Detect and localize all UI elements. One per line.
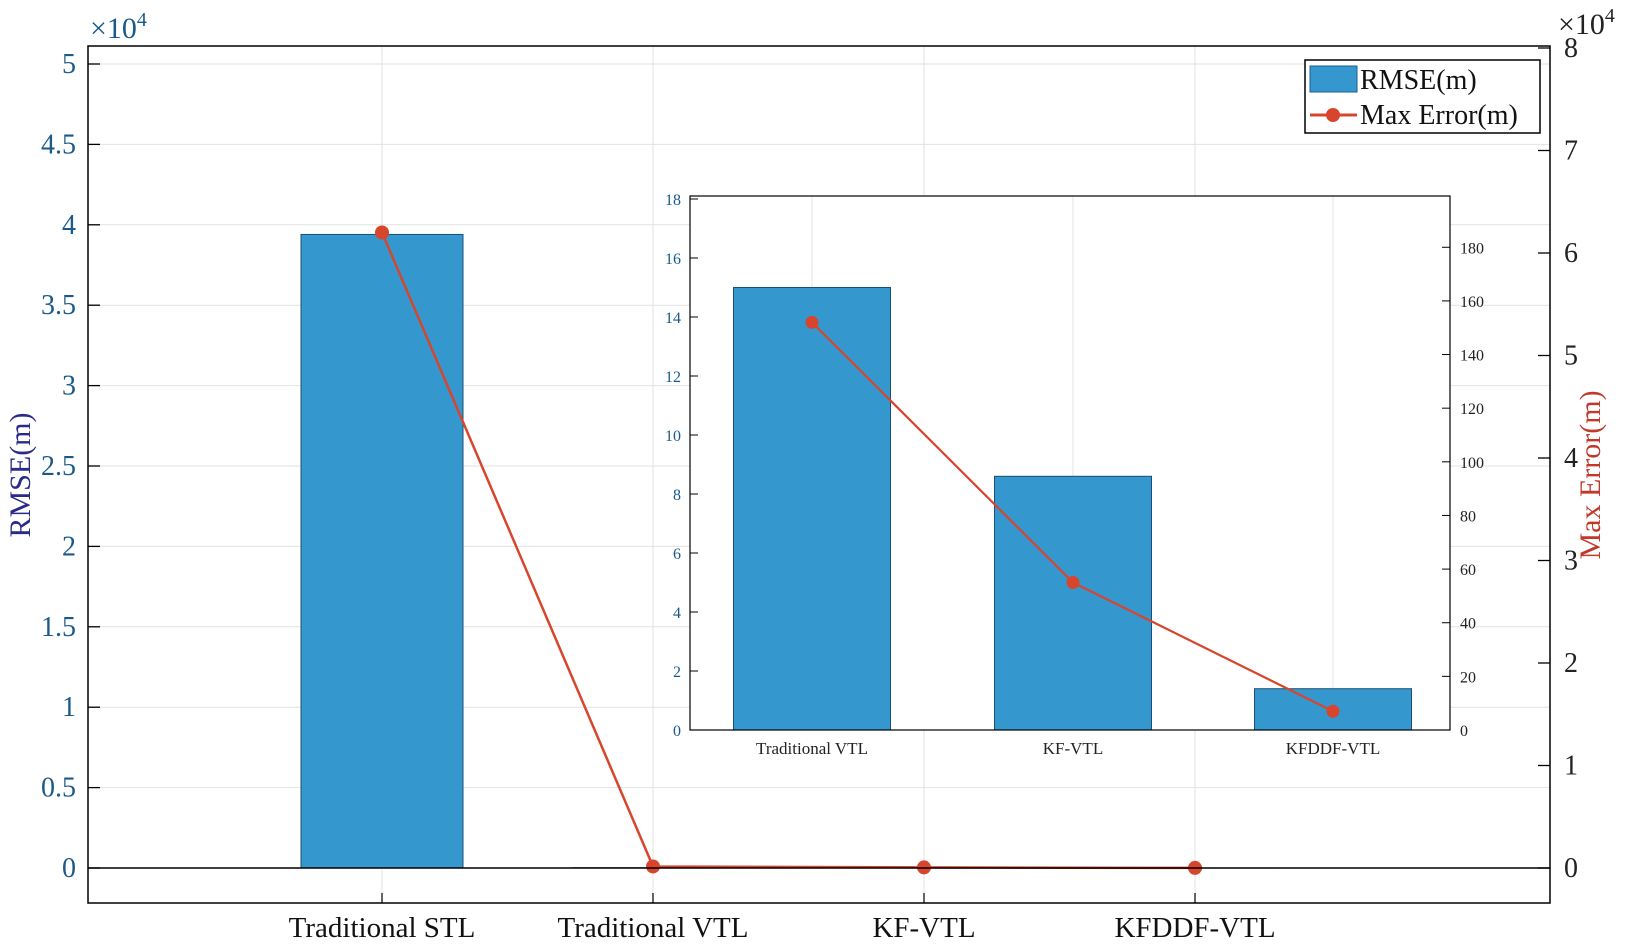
legend-swatch-marker	[1326, 108, 1340, 122]
right-tick-label: 7	[1564, 136, 1578, 167]
legend-label-rmse: RMSE(m)	[1360, 65, 1477, 96]
left-tick-label: 4.5	[41, 129, 76, 160]
right-tick-label: 0	[1564, 853, 1578, 884]
inset-bar-0	[733, 287, 891, 731]
inset-bars	[733, 287, 1412, 731]
inset-right-tick-label: 40	[1460, 616, 1476, 633]
inset-left-tick-label: 18	[665, 192, 681, 209]
inset-x-tick-label: KF-VTL	[1043, 739, 1103, 758]
right-tick-label: 5	[1564, 341, 1578, 372]
x-tick-label: Traditional STL	[289, 912, 476, 944]
inset-plot-frame	[689, 195, 1451, 731]
x-tick-label: Traditional VTL	[558, 912, 749, 944]
inset-line	[805, 315, 1340, 718]
left-tick-label: 4	[62, 210, 76, 241]
left-tick-label: 0	[62, 853, 76, 884]
right-tick-label: 8	[1564, 33, 1578, 64]
inset-right-tick-label: 180	[1460, 240, 1484, 257]
inset-bar-1	[994, 475, 1152, 731]
inset-line-point-2	[1326, 704, 1340, 718]
left-tick-label: 1	[62, 692, 76, 723]
inset-left-tick-label: 16	[665, 251, 681, 268]
inset-left-tick-label: 8	[673, 487, 681, 504]
left-tick-label: 5	[62, 49, 76, 80]
left-tick-label: 3	[62, 371, 76, 402]
right-axis-exponent: ×104	[1558, 5, 1615, 41]
main-bars	[300, 233, 1277, 869]
inset-x-tick-label: Traditional VTL	[756, 739, 868, 758]
inset-left-tick-label: 14	[665, 310, 681, 327]
right-tick-label: 3	[1564, 546, 1578, 577]
legend-box	[1304, 59, 1541, 134]
x-tick-label: KF-VTL	[872, 912, 975, 944]
main-bar-0	[300, 233, 464, 869]
inset-line-point-0	[805, 315, 819, 329]
legend-label-max-error: Max Error(m)	[1360, 100, 1518, 131]
inset-left-tick-label: 10	[665, 428, 681, 445]
left-exponent-power: 4	[137, 9, 147, 31]
inset-left-tick-label: 2	[673, 664, 681, 681]
main-axes: 00.511.522.533.544.55012345678Traditiona…	[41, 33, 1578, 944]
main-line-point-1	[646, 859, 660, 874]
inset-right-tick-label: 100	[1460, 455, 1484, 472]
left-tick-label: 1.5	[41, 612, 76, 643]
inset-line-point-1	[1066, 576, 1080, 589]
left-tick-label: 0.5	[41, 773, 76, 804]
inset-left-tick-label: 12	[665, 369, 681, 386]
inset-right-tick-label: 60	[1460, 562, 1476, 579]
right-tick-label: 2	[1564, 648, 1578, 679]
inset-x-tick-label: KFDDF-VTL	[1286, 739, 1380, 758]
right-exponent-base: ×10	[1558, 8, 1605, 41]
left-exponent-base: ×10	[90, 12, 137, 45]
right-exponent-power: 4	[1605, 5, 1615, 27]
inset-right-tick-label: 160	[1460, 294, 1484, 311]
y-axis-label-left: RMSE(m)	[4, 412, 37, 537]
main-line-point-0	[375, 225, 389, 240]
inset-axes: 024681012141618020406080100120140160180T…	[665, 192, 1484, 758]
right-tick-label: 4	[1564, 443, 1578, 474]
inset-chart: 024681012141618020406080100120140160180T…	[665, 192, 1484, 758]
legend: RMSE(m) Max Error(m)	[1304, 59, 1541, 134]
inset-left-tick-label: 0	[673, 723, 681, 740]
y-axis-label-right: Max Error(m)	[1574, 390, 1607, 559]
inset-right-tick-label: 20	[1460, 669, 1476, 686]
inset-left-tick-label: 4	[673, 605, 681, 622]
left-axis-exponent: ×104	[90, 9, 147, 45]
inset-right-tick-label: 0	[1460, 723, 1468, 740]
left-tick-label: 2.5	[41, 451, 76, 482]
inset-right-tick-label: 80	[1460, 508, 1476, 525]
left-tick-label: 3.5	[41, 290, 76, 321]
legend-swatch-rmse	[1309, 65, 1358, 93]
inset-right-tick-label: 140	[1460, 348, 1484, 365]
inset-left-tick-label: 6	[673, 546, 681, 563]
right-tick-label: 1	[1564, 751, 1578, 782]
main-plot-frame	[87, 45, 1551, 904]
x-tick-label: KFDDF-VTL	[1114, 912, 1275, 944]
left-tick-label: 2	[62, 531, 76, 562]
inset-right-tick-label: 120	[1460, 401, 1484, 418]
right-tick-label: 6	[1564, 238, 1578, 269]
